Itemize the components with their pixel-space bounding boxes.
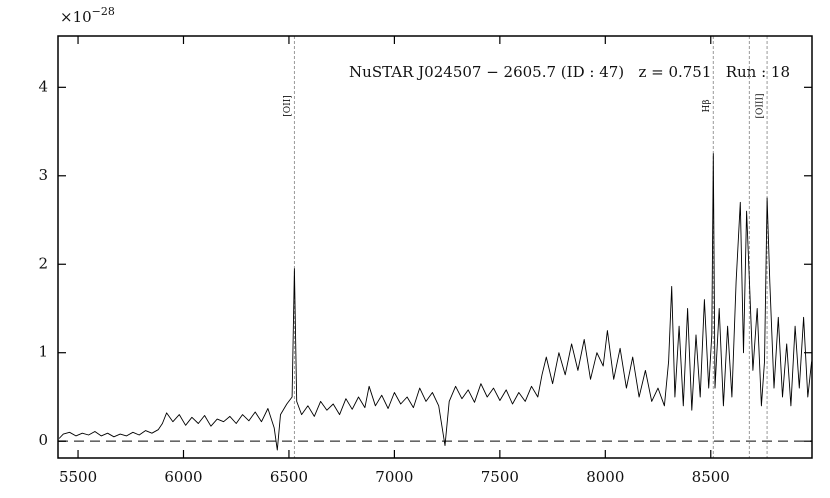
y-tick-label: 3 [38, 166, 48, 184]
y-tick-label: 0 [38, 431, 48, 449]
annotation: NuSTAR J024507 − 2605.7 (ID : 47) z = 0.… [349, 63, 790, 81]
spectrum-line [58, 153, 813, 451]
emission-label: Hβ [702, 99, 712, 112]
offset-exponent: −28 [92, 5, 115, 18]
x-tick-label: 6000 [164, 468, 202, 486]
emission-label: [OII] [283, 95, 293, 117]
y-offset-label: ×10−28 [60, 5, 115, 26]
x-tick-label: 5500 [59, 468, 97, 486]
x-tick-label: 8000 [586, 468, 624, 486]
y-tick-label: 4 [38, 77, 48, 95]
emission-label: [OIII] [756, 93, 766, 118]
y-tick-label: 1 [38, 343, 48, 361]
x-tick-label: 6500 [270, 468, 308, 486]
plot-frame [57, 35, 813, 459]
y-tick-label: 2 [38, 254, 48, 272]
x-tick-label: 7000 [375, 468, 413, 486]
offset-base: ×10 [60, 8, 92, 26]
x-tick-label: 7500 [481, 468, 519, 486]
x-tick-label: 8500 [692, 468, 730, 486]
